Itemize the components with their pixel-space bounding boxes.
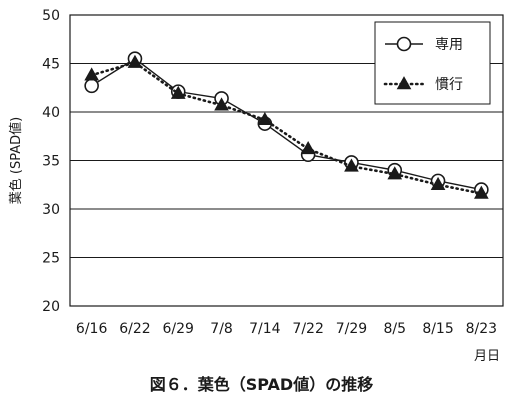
y-tick-label: 20 <box>42 299 60 315</box>
x-axis-unit-label: 月日 <box>474 349 500 364</box>
data-point-triangle <box>300 141 316 155</box>
plot-area-frame <box>69 14 504 307</box>
legend-item-1: 専用 <box>385 36 463 53</box>
y-tick-label: 30 <box>42 202 60 218</box>
y-tick-label: 25 <box>42 251 60 267</box>
x-tick-label: 8/5 <box>383 321 406 337</box>
legend-item-2: 慣行 <box>383 76 463 93</box>
series-2 <box>84 54 489 199</box>
x-tick-label: 7/22 <box>292 321 323 337</box>
data-point-circle <box>396 36 412 52</box>
x-axis-ticks: 6/16 6/22 6/29 7/8 7/14 7/22 7/29 8/5 8/15 8/23 <box>76 321 497 337</box>
legend-label: 慣行 <box>435 76 463 93</box>
chart: 20 25 30 35 40 45 50 6/16 6/22 6/29 7/8 7/14 7/22 7/… <box>8 8 504 364</box>
data-point-triangle <box>396 76 412 90</box>
x-tick-label: 8/15 <box>422 321 453 337</box>
y-tick-label: 40 <box>42 105 60 121</box>
data-point-triangle <box>387 166 403 180</box>
figure-caption: 図６．葉色（SPAD値）の推移 <box>149 375 374 394</box>
x-tick-label: 7/14 <box>249 321 281 337</box>
data-point-triangle <box>127 54 143 68</box>
x-tick-label: 7/29 <box>336 321 367 337</box>
series-line <box>91 57 482 191</box>
series-line <box>90 61 483 195</box>
y-axis-label: 葉色 (SPAD値) <box>8 117 24 204</box>
series-layer <box>84 51 489 199</box>
data-point-triangle <box>170 85 186 99</box>
data-point-triangle <box>344 158 359 172</box>
data-point-triangle <box>214 97 229 111</box>
data-point-circle <box>84 78 99 94</box>
y-tick-label: 35 <box>42 154 60 170</box>
y-tick-label: 50 <box>42 8 60 24</box>
data-point-triangle <box>257 111 273 126</box>
data-point-triangle <box>84 67 99 81</box>
x-tick-label: 6/16 <box>76 321 108 337</box>
data-point-triangle <box>430 176 446 191</box>
y-tick-label: 45 <box>42 57 60 73</box>
x-tick-label: 6/29 <box>163 321 194 337</box>
x-tick-label: 8/23 <box>466 321 497 337</box>
legend-label: 専用 <box>435 37 463 53</box>
x-tick-label: 6/22 <box>119 321 150 337</box>
x-tick-label: 7/8 <box>210 321 233 337</box>
legend-box <box>374 21 491 105</box>
y-axis-ticks: 20 25 30 35 40 45 50 <box>42 8 60 315</box>
data-point-triangle <box>474 185 489 199</box>
